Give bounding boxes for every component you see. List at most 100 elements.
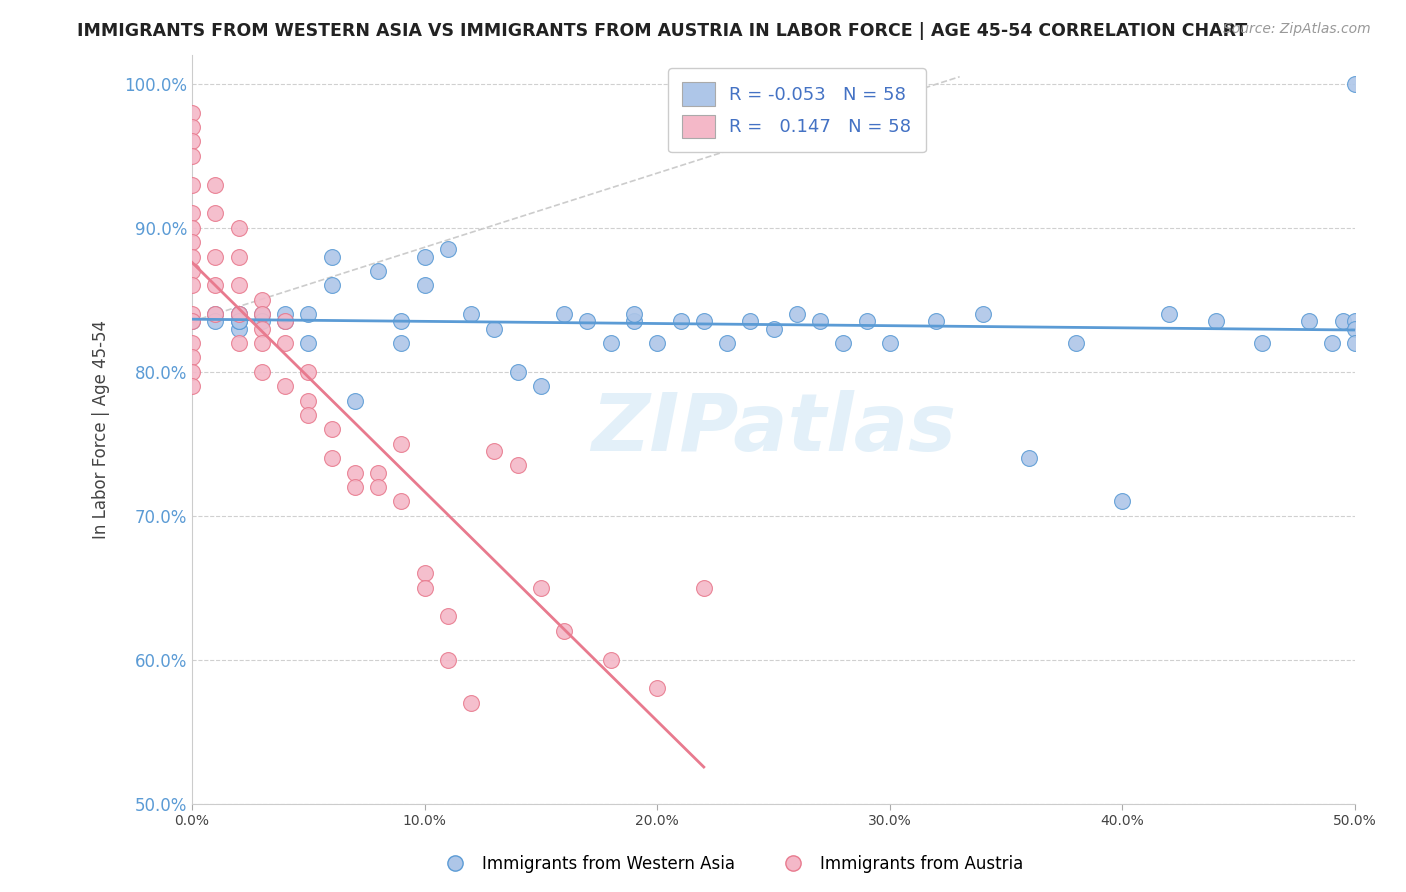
Point	[181, 178, 204, 192]
Point	[274, 307, 297, 321]
Point	[228, 314, 250, 328]
Point	[437, 243, 460, 257]
Point	[228, 278, 250, 293]
Point	[204, 250, 226, 264]
Point	[297, 408, 319, 422]
Point	[391, 314, 413, 328]
Point	[530, 581, 553, 595]
Point	[204, 314, 226, 328]
Point	[413, 250, 436, 264]
Point	[181, 220, 204, 235]
Point	[250, 321, 273, 335]
Point	[391, 436, 413, 450]
Text: ZIPatlas: ZIPatlas	[591, 391, 956, 468]
Point	[181, 365, 204, 379]
Point	[1344, 336, 1367, 351]
Point	[972, 307, 994, 321]
Point	[343, 480, 366, 494]
Point	[181, 250, 204, 264]
Point	[925, 314, 948, 328]
Point	[321, 250, 343, 264]
Point	[181, 379, 204, 393]
Point	[297, 307, 319, 321]
Point	[1344, 77, 1367, 91]
Point	[669, 314, 692, 328]
Point	[228, 307, 250, 321]
Point	[460, 696, 482, 710]
Point	[343, 393, 366, 408]
Point	[716, 336, 738, 351]
Point	[181, 314, 204, 328]
Point	[228, 220, 250, 235]
Point	[1157, 307, 1180, 321]
Point	[274, 314, 297, 328]
Point	[855, 314, 877, 328]
Point	[623, 314, 645, 328]
Point	[1344, 321, 1367, 335]
Point	[274, 314, 297, 328]
Point	[1333, 314, 1355, 328]
Point	[599, 336, 621, 351]
Point	[413, 278, 436, 293]
Point	[1320, 336, 1343, 351]
Point	[181, 314, 204, 328]
Point	[297, 393, 319, 408]
Point	[321, 451, 343, 466]
Point	[321, 278, 343, 293]
Point	[297, 365, 319, 379]
Point	[250, 365, 273, 379]
Point	[1018, 451, 1040, 466]
Point	[645, 336, 668, 351]
Point	[367, 466, 389, 480]
Text: IMMIGRANTS FROM WESTERN ASIA VS IMMIGRANTS FROM AUSTRIA IN LABOR FORCE | AGE 45-: IMMIGRANTS FROM WESTERN ASIA VS IMMIGRAN…	[77, 22, 1247, 40]
Point	[693, 314, 716, 328]
Point	[506, 365, 529, 379]
Text: Source: ZipAtlas.com: Source: ZipAtlas.com	[1223, 22, 1371, 37]
Point	[181, 307, 204, 321]
Point	[181, 105, 204, 120]
Point	[204, 206, 226, 220]
Point	[250, 336, 273, 351]
Point	[645, 681, 668, 696]
Point	[1251, 336, 1274, 351]
Point	[391, 494, 413, 508]
Point	[250, 314, 273, 328]
Point	[228, 336, 250, 351]
Point	[553, 307, 575, 321]
Point	[367, 264, 389, 278]
Legend: R = -0.053   N = 58, R =   0.147   N = 58: R = -0.053 N = 58, R = 0.147 N = 58	[668, 68, 925, 153]
Point	[181, 149, 204, 163]
Point	[437, 609, 460, 624]
Point	[693, 581, 716, 595]
Point	[204, 178, 226, 192]
Point	[553, 624, 575, 638]
Point	[1344, 314, 1367, 328]
Point	[204, 307, 226, 321]
Point	[181, 336, 204, 351]
Point	[484, 444, 506, 458]
Point	[321, 422, 343, 436]
Point	[786, 307, 808, 321]
Point	[599, 652, 621, 666]
Point	[460, 307, 482, 321]
Point	[808, 314, 831, 328]
Point	[250, 293, 273, 307]
Point	[181, 278, 204, 293]
Point	[274, 379, 297, 393]
Point	[228, 307, 250, 321]
Point	[413, 566, 436, 581]
Point	[740, 314, 762, 328]
Point	[762, 321, 785, 335]
Point	[530, 379, 553, 393]
Point	[181, 120, 204, 134]
Point	[484, 321, 506, 335]
Point	[274, 336, 297, 351]
Point	[506, 458, 529, 473]
Point	[250, 307, 273, 321]
Point	[181, 264, 204, 278]
Point	[228, 250, 250, 264]
Point	[228, 307, 250, 321]
Point	[181, 351, 204, 365]
Point	[228, 314, 250, 328]
Point	[228, 321, 250, 335]
